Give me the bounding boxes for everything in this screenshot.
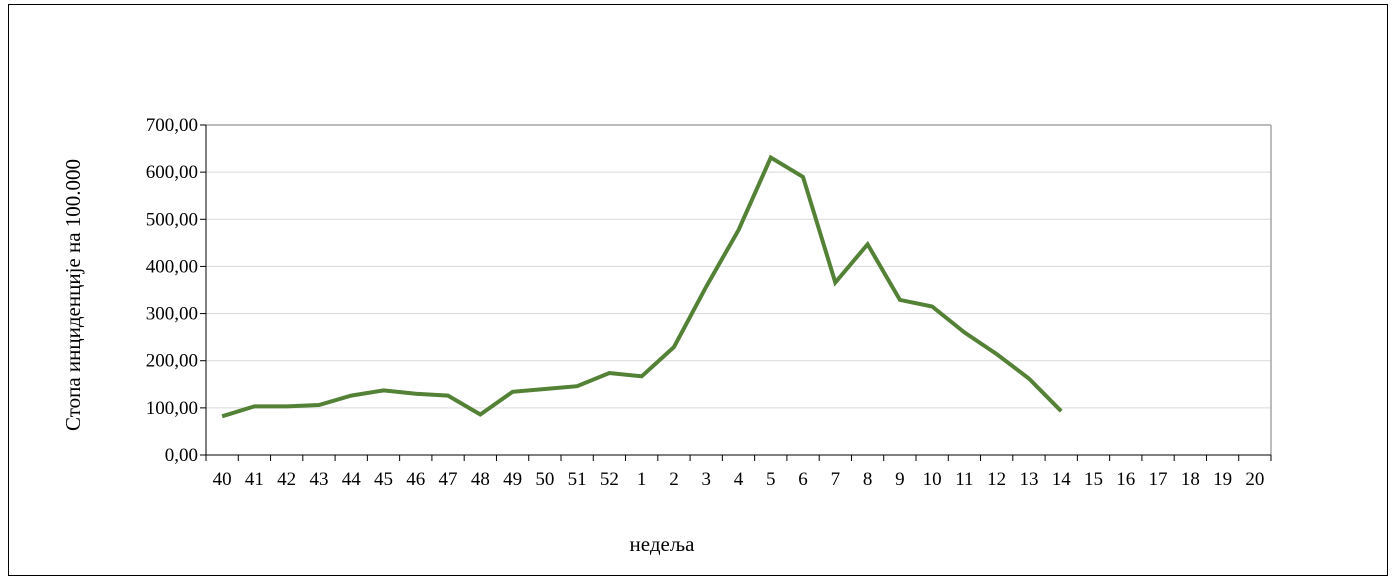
x-tick-label: 5 [766,469,776,490]
series-line [221,154,1063,419]
x-tick-label: 17 [1149,469,1168,490]
x-tick-label: 52 [600,469,619,490]
x-tick-label: 47 [439,469,458,490]
x-tick-label: 49 [503,469,522,490]
x-tick-label: 6 [798,469,808,490]
x-tick-label: 40 [213,469,232,490]
x-tick-label: 50 [535,469,554,490]
x-tick-label: 20 [1245,469,1264,490]
y-tick-label: 300,00 [146,304,198,325]
x-axis-title: недеља [630,532,696,556]
x-tick-label: 48 [471,469,490,490]
x-tick-labels: 40 41 42 43 44 45 46 47 48 49 50 51 52 1 2 3 4 5 6 7 8 9 10 11 1… [213,469,1265,490]
y-tick-label: 200,00 [146,351,198,372]
x-tick-label: 15 [1084,469,1103,490]
x-tick-label: 42 [277,469,296,490]
y-tick-label: 600,00 [146,162,198,183]
gridlines [206,124,1271,409]
x-tick-label: 10 [923,469,942,490]
x-tick-label: 18 [1181,469,1200,490]
x-tick-label: 51 [568,469,587,490]
x-tick-label: 41 [245,469,264,490]
y-tick-label: 500,00 [146,209,198,230]
y-tick-label: 0,00 [165,445,198,466]
axes [200,124,1272,461]
y-axis-title: Стопа инциденције на 100.000 [61,159,85,431]
x-tick-label: 44 [342,469,362,490]
x-tick-label: 13 [1019,469,1038,490]
x-tick-label: 2 [669,469,679,490]
series-group [221,154,1063,419]
y-tick-labels: 0,00 100,00 200,00 300,00 400,00 500,00 600,00… [146,115,198,466]
x-tick-label: 9 [895,469,905,490]
x-tick-label: 1 [637,469,647,490]
x-tick-label: 45 [374,469,393,490]
y-tick-label: 100,00 [146,398,198,419]
x-tick-label: 7 [831,469,841,490]
x-tick-label: 14 [1052,469,1072,490]
x-tick-label: 12 [987,469,1006,490]
y-tick-label: 400,00 [146,256,198,277]
x-tick-label: 3 [701,469,711,490]
x-tick-label: 11 [955,469,973,490]
x-tick-label: 16 [1116,469,1135,490]
x-tick-label: 19 [1213,469,1232,490]
x-tick-label: 46 [406,469,425,490]
x-tick-label: 43 [309,469,328,490]
chart-frame [8,4,1388,576]
x-tick-label: 8 [863,469,873,490]
y-tick-label: 700,00 [146,115,198,136]
x-tick-label: 4 [734,469,744,490]
